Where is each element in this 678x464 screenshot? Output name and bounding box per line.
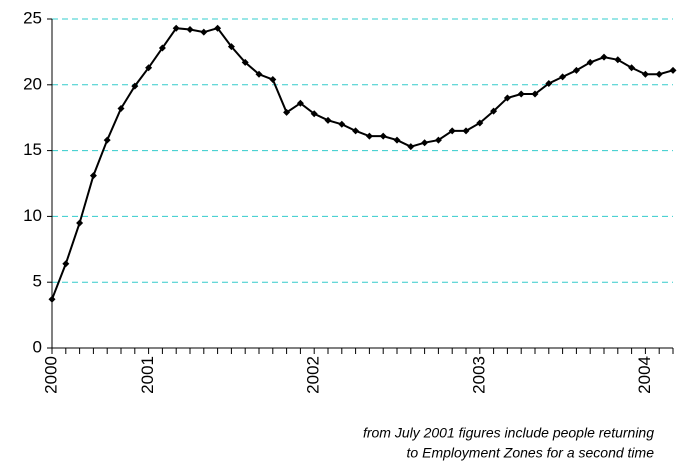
marker <box>145 64 153 72</box>
marker <box>407 143 415 151</box>
marker <box>655 70 663 78</box>
marker <box>296 99 304 107</box>
marker <box>628 64 636 72</box>
marker <box>421 139 429 147</box>
marker <box>269 76 277 84</box>
marker <box>393 136 401 144</box>
marker <box>503 94 511 102</box>
annotation: to Employment Zones for a second time <box>407 445 655 461</box>
marker <box>448 127 456 135</box>
annotation: from July 2001 figures include people re… <box>363 425 654 441</box>
y-tick-label: 0 <box>33 337 42 356</box>
y-tick-label: 10 <box>23 206 42 225</box>
marker <box>434 136 442 144</box>
marker <box>600 53 608 61</box>
marker <box>669 66 677 74</box>
marker <box>283 108 291 116</box>
marker <box>338 120 346 128</box>
marker <box>379 132 387 140</box>
marker <box>545 79 553 87</box>
marker <box>255 70 263 78</box>
marker <box>614 56 622 64</box>
marker <box>462 127 470 135</box>
marker <box>62 260 70 268</box>
marker <box>365 132 373 140</box>
marker <box>89 172 97 180</box>
x-tick-label: 2002 <box>304 356 323 394</box>
marker <box>531 90 539 98</box>
marker <box>172 24 180 32</box>
marker <box>103 136 111 144</box>
y-tick-label: 5 <box>33 272 42 291</box>
line <box>51 27 674 300</box>
marker <box>76 219 84 227</box>
marker <box>476 119 484 127</box>
marker <box>559 73 567 81</box>
marker <box>117 104 125 112</box>
marker <box>241 58 249 66</box>
marker <box>517 90 525 98</box>
y-tick-label: 25 <box>23 8 42 27</box>
y-tick-label: 15 <box>23 140 42 159</box>
marker <box>227 43 235 51</box>
x-tick-label: 2003 <box>469 356 488 394</box>
marker <box>48 295 56 303</box>
x-tick-label: 2004 <box>635 356 654 394</box>
marker <box>214 24 222 32</box>
marker <box>310 110 318 118</box>
y-tick-label: 20 <box>23 74 42 93</box>
marker <box>586 58 594 66</box>
marker <box>158 44 166 52</box>
marker <box>490 107 498 115</box>
marker <box>352 127 360 135</box>
marker <box>131 82 139 90</box>
marker <box>200 28 208 36</box>
marker <box>324 116 332 124</box>
marker <box>572 66 580 74</box>
marker <box>186 26 194 34</box>
x-tick-label: 2001 <box>138 356 157 394</box>
x-tick-label: 2000 <box>41 356 60 394</box>
marker <box>641 70 649 78</box>
